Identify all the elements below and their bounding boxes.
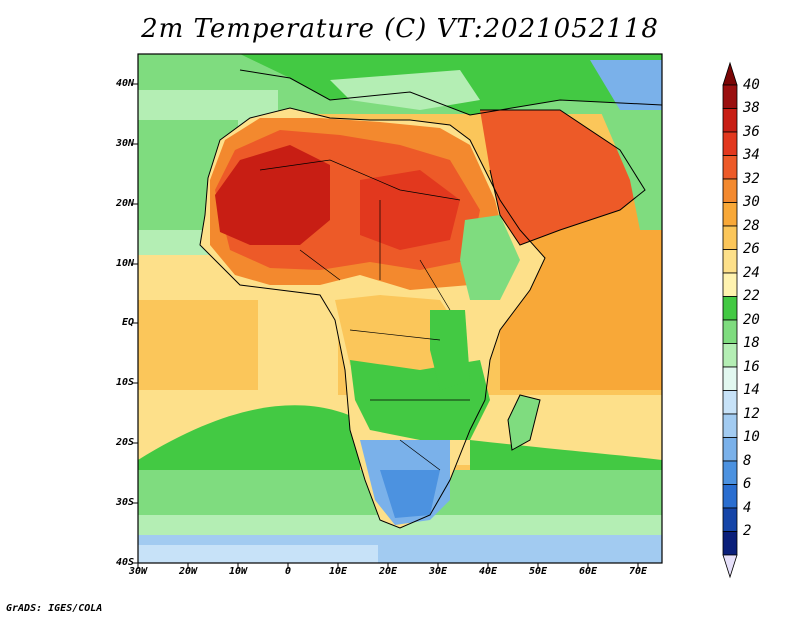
colorbar-swatch-14 xyxy=(722,390,738,415)
country-borders xyxy=(259,159,470,471)
colorbar-label-16: 16 xyxy=(743,359,760,375)
colorbar-label-14: 14 xyxy=(743,382,760,398)
lon-label-0: 0 xyxy=(284,566,292,577)
colorbar-swatch-34 xyxy=(722,155,738,180)
lon-label-70e: 70E xyxy=(628,566,648,577)
map-title: 2m Temperature (C) VT:2021052118 xyxy=(141,14,659,44)
colorbar-label-36: 36 xyxy=(743,124,760,140)
arabia-coastline xyxy=(480,109,646,246)
colorbar-swatch-24 xyxy=(722,272,738,297)
colorbar-swatch-22 xyxy=(722,296,738,321)
lat-label-30s: 30S xyxy=(115,497,134,508)
axis-ticks xyxy=(132,83,639,569)
colorbar-label-28: 28 xyxy=(743,218,760,234)
colorbar xyxy=(722,61,738,579)
lon-label-10w: 10W xyxy=(228,566,248,577)
colorbar-swatch-36 xyxy=(722,131,738,156)
lon-label-30e: 30E xyxy=(428,566,448,577)
madagascar-coastline xyxy=(507,394,541,451)
plot-frame xyxy=(137,53,663,564)
great-lakes-green xyxy=(430,310,470,390)
colorbar-swatch-26 xyxy=(722,249,738,274)
iran-green xyxy=(600,110,662,230)
lon-label-10e: 10E xyxy=(328,566,348,577)
lat-label-eq: EQ xyxy=(121,317,134,328)
lon-label-40e: 40E xyxy=(478,566,498,577)
coastlines xyxy=(199,69,662,529)
lon-label-50e: 50E xyxy=(528,566,548,577)
west-sahara-hottest xyxy=(215,145,330,245)
southern-ocean-light xyxy=(138,545,378,563)
colorbar-label-30: 30 xyxy=(743,194,760,210)
colorbar-label-40: 40 xyxy=(743,77,760,93)
mediterranean-sea xyxy=(330,70,480,110)
colorbar-label-12: 12 xyxy=(743,406,760,422)
lat-label-10s: 10S xyxy=(115,377,134,388)
chad-sudan-hot xyxy=(360,170,460,250)
lon-label-60e: 60E xyxy=(578,566,598,577)
gulf-warm-zone xyxy=(138,300,258,390)
colorbar-label-10: 10 xyxy=(743,429,760,445)
colorbar-label-18: 18 xyxy=(743,335,760,351)
colorbar-swatch-10 xyxy=(722,437,738,462)
arabia-hot xyxy=(480,110,645,245)
colorbar-bottom-arrow xyxy=(722,554,738,579)
lat-label-20n: 20N xyxy=(115,198,134,209)
congo-basin xyxy=(335,295,460,380)
colorbar-swatch-32 xyxy=(722,178,738,203)
colorbar-label-4: 4 xyxy=(743,500,752,516)
colorbar-swatch-28 xyxy=(722,225,738,250)
map-field xyxy=(138,54,662,563)
africa-coastline xyxy=(199,107,546,529)
madagascar xyxy=(508,395,540,450)
lat-label-30n: 30N xyxy=(115,138,134,149)
colorbar-label-2: 2 xyxy=(743,523,752,539)
south-atlantic-green xyxy=(138,405,360,475)
lat-label-20s: 20S xyxy=(115,437,134,448)
colorbar-swatch-18 xyxy=(722,343,738,368)
lat-label-10n: 10N xyxy=(115,258,134,269)
lon-label-20e: 20E xyxy=(378,566,398,577)
colorbar-swatch-20 xyxy=(722,319,738,344)
lon-label-30w: 30W xyxy=(128,566,148,577)
ethiopia-highlands xyxy=(460,215,520,300)
europe-coastline xyxy=(239,69,662,116)
grads-credit: GrADS: IGES/COLA xyxy=(6,603,103,614)
colorbar-label-38: 38 xyxy=(743,100,760,116)
colorbar-label-34: 34 xyxy=(743,147,760,163)
colorbar-label-32: 32 xyxy=(743,171,760,187)
colorbar-swatch-30 xyxy=(722,202,738,227)
colorbar-label-26: 26 xyxy=(743,241,760,257)
colorbar-top-arrow xyxy=(722,61,738,86)
colorbar-label-8: 8 xyxy=(743,453,752,469)
colorbar-label-22: 22 xyxy=(743,288,760,304)
colorbar-swatch-8 xyxy=(722,460,738,485)
colorbar-swatch-38 xyxy=(722,108,738,133)
lat-label-40n: 40N xyxy=(115,78,134,89)
iran-highland-cold xyxy=(590,60,662,115)
colorbar-swatch-4 xyxy=(722,507,738,532)
colorbar-swatch-2 xyxy=(722,531,738,556)
colorbar-swatch-12 xyxy=(722,413,738,438)
colorbar-label-20: 20 xyxy=(743,312,760,328)
colorbar-label-6: 6 xyxy=(743,476,752,492)
lon-label-20w: 20W xyxy=(178,566,198,577)
colorbar-swatch-40 xyxy=(722,84,738,109)
south-africa-coldest xyxy=(380,470,440,518)
colorbar-label-24: 24 xyxy=(743,265,760,281)
colorbar-swatch-6 xyxy=(722,484,738,509)
colorbar-swatch-16 xyxy=(722,366,738,391)
lat-label-40s: 40S xyxy=(115,557,134,568)
